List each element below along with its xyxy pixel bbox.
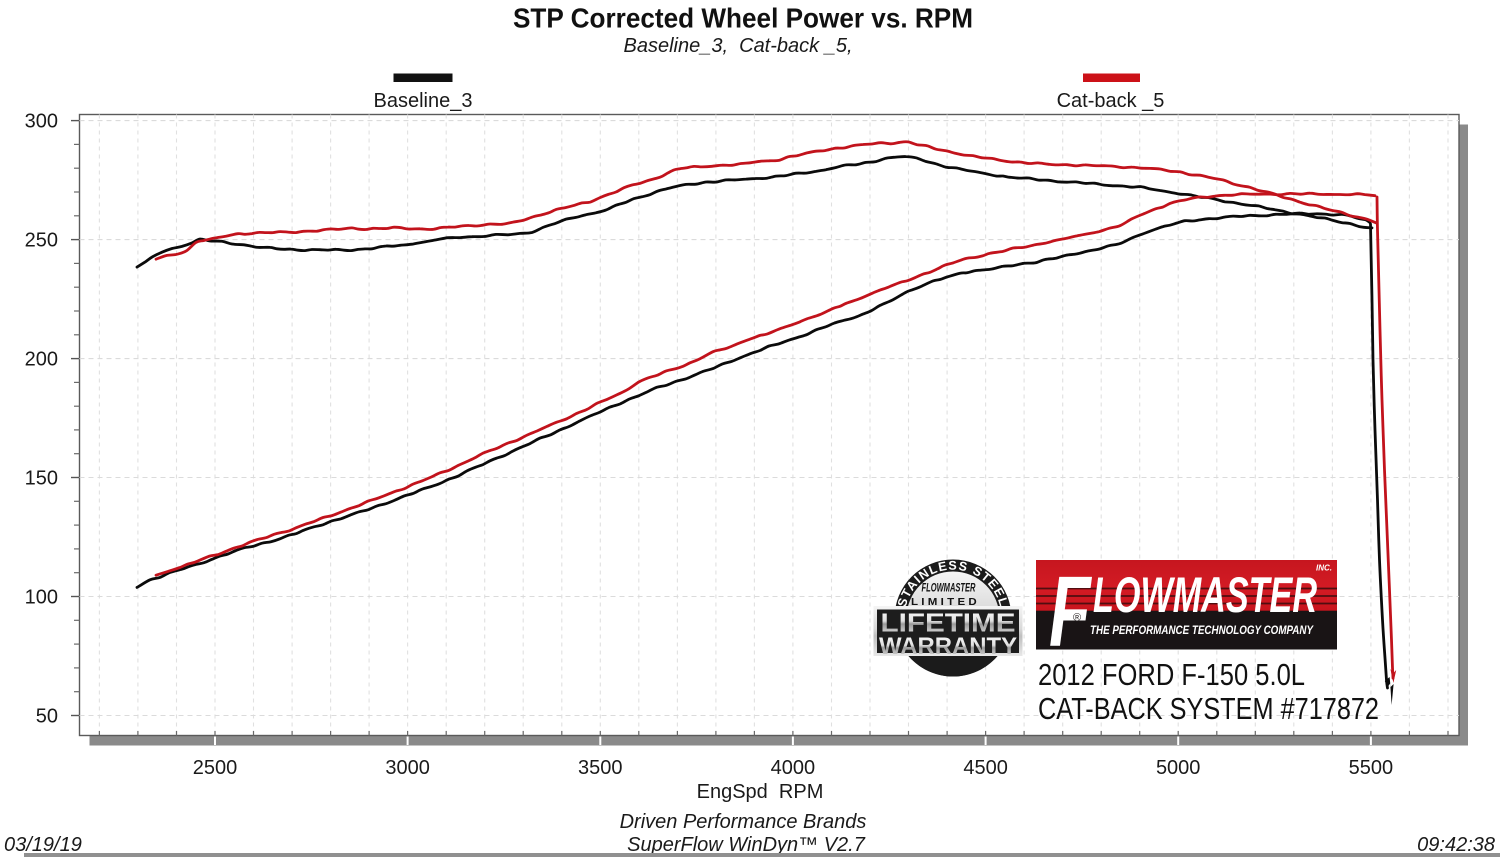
svg-text:50: 50 — [36, 706, 58, 728]
svg-text:EngSpd RPM: EngSpd RPM — [697, 781, 824, 803]
svg-text:THE PERFORMANCE TECHNOLOGY COM: THE PERFORMANCE TECHNOLOGY COMPANY — [1090, 625, 1314, 637]
svg-text:2500: 2500 — [193, 757, 238, 779]
svg-text:STP Corrected Wheel Power vs.: STP Corrected Wheel Power vs. RPM — [513, 3, 973, 34]
svg-text:4500: 4500 — [963, 757, 1008, 779]
svg-text:4000: 4000 — [771, 757, 816, 779]
svg-text:LIFETIME: LIFETIME — [881, 608, 1016, 638]
svg-text:LIMITED: LIMITED — [911, 596, 980, 608]
svg-text:200: 200 — [25, 349, 58, 371]
svg-text:150: 150 — [25, 468, 58, 490]
svg-text:250: 250 — [25, 230, 58, 252]
svg-text:03/19/19: 03/19/19 — [4, 834, 82, 856]
svg-text:100: 100 — [25, 587, 58, 609]
svg-text:SuperFlow WinDyn™ V2.7: SuperFlow WinDyn™ V2.7 — [627, 834, 866, 856]
svg-text:INC.: INC. — [1316, 564, 1332, 573]
svg-text:Driven Performance Brands: Driven Performance Brands — [620, 811, 867, 833]
svg-text:®: ® — [1073, 612, 1081, 624]
svg-text:WARRANTY: WARRANTY — [879, 633, 1017, 660]
svg-text:300: 300 — [25, 111, 58, 133]
svg-text:5000: 5000 — [1156, 757, 1201, 779]
svg-text:F: F — [1049, 557, 1093, 668]
svg-text:FLOWMASTER: FLOWMASTER — [922, 581, 976, 595]
svg-text:2012 FORD F-150 5.0L: 2012 FORD F-150 5.0L — [1038, 657, 1305, 692]
svg-text:3500: 3500 — [578, 757, 623, 779]
svg-text:5500: 5500 — [1349, 757, 1394, 779]
svg-text:Baseline_3: Baseline_3 — [374, 90, 473, 112]
svg-text:LOWMASTER: LOWMASTER — [1093, 567, 1317, 623]
svg-text:Cat-back _5: Cat-back _5 — [1057, 90, 1165, 112]
svg-text:09:42:38: 09:42:38 — [1417, 834, 1495, 856]
svg-text:CAT-BACK SYSTEM #717872: CAT-BACK SYSTEM #717872 — [1038, 691, 1379, 726]
svg-text:Baseline_3, Cat-back _5,: Baseline_3, Cat-back _5, — [623, 35, 852, 57]
svg-text:3000: 3000 — [385, 757, 430, 779]
